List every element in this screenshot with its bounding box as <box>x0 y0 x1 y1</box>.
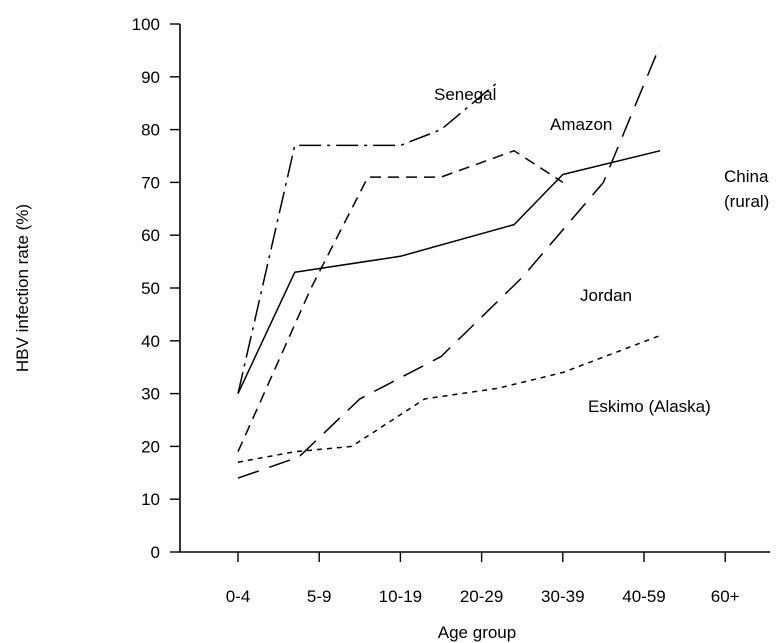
y-tick-label: 70 <box>141 173 160 192</box>
series-label-senegal: Senegal <box>434 85 496 104</box>
x-tick-label: 40-59 <box>622 587 665 606</box>
y-tick-label: 40 <box>141 332 160 351</box>
series-lines <box>237 44 661 479</box>
series-label-china-rural: (rural) <box>724 192 769 211</box>
x-tick-label: 10-19 <box>379 587 422 606</box>
x-tick-label: 30-39 <box>541 587 584 606</box>
y-tick-label: 100 <box>132 15 160 34</box>
series-labels: Senegal Amazon China (rural) Jordan Eskimo (A… <box>434 85 769 416</box>
y-tick-label: 60 <box>141 226 160 245</box>
y-tick-label: 20 <box>141 437 160 456</box>
x-ticks: 0-4 5-9 10-19 20-29 30-39 40-59 60+ <box>226 552 740 606</box>
y-ticks: 0 10 20 30 40 50 60 70 80 90 100 <box>132 15 180 562</box>
y-axis-title: HBV infection rate (%) <box>13 204 32 372</box>
y-tick-label: 50 <box>141 279 160 298</box>
series-label-eskimo-alaska: Eskimo (Alaska) <box>588 397 711 416</box>
series-label-china-rural: China <box>724 167 769 186</box>
series-line-amazon <box>237 149 564 453</box>
x-axis-title: Age group <box>438 623 516 642</box>
x-tick-label: 5-9 <box>307 587 332 606</box>
series-line-senegal <box>237 81 499 394</box>
series-label-jordan: Jordan <box>580 286 632 305</box>
y-tick-label: 30 <box>141 385 160 404</box>
series-label-amazon: Amazon <box>550 115 612 134</box>
y-tick-label: 80 <box>141 121 160 140</box>
y-tick-label: 10 <box>141 490 160 509</box>
series-line-china-rural <box>237 149 661 394</box>
x-tick-label: 60+ <box>711 587 740 606</box>
y-tick-label: 90 <box>141 68 160 87</box>
series-line-eskimo-alaska <box>237 334 661 463</box>
x-tick-label: 20-29 <box>460 587 503 606</box>
x-tick-label: 0-4 <box>226 587 251 606</box>
series-line-jordan <box>237 44 661 479</box>
y-tick-label: 0 <box>151 543 160 562</box>
